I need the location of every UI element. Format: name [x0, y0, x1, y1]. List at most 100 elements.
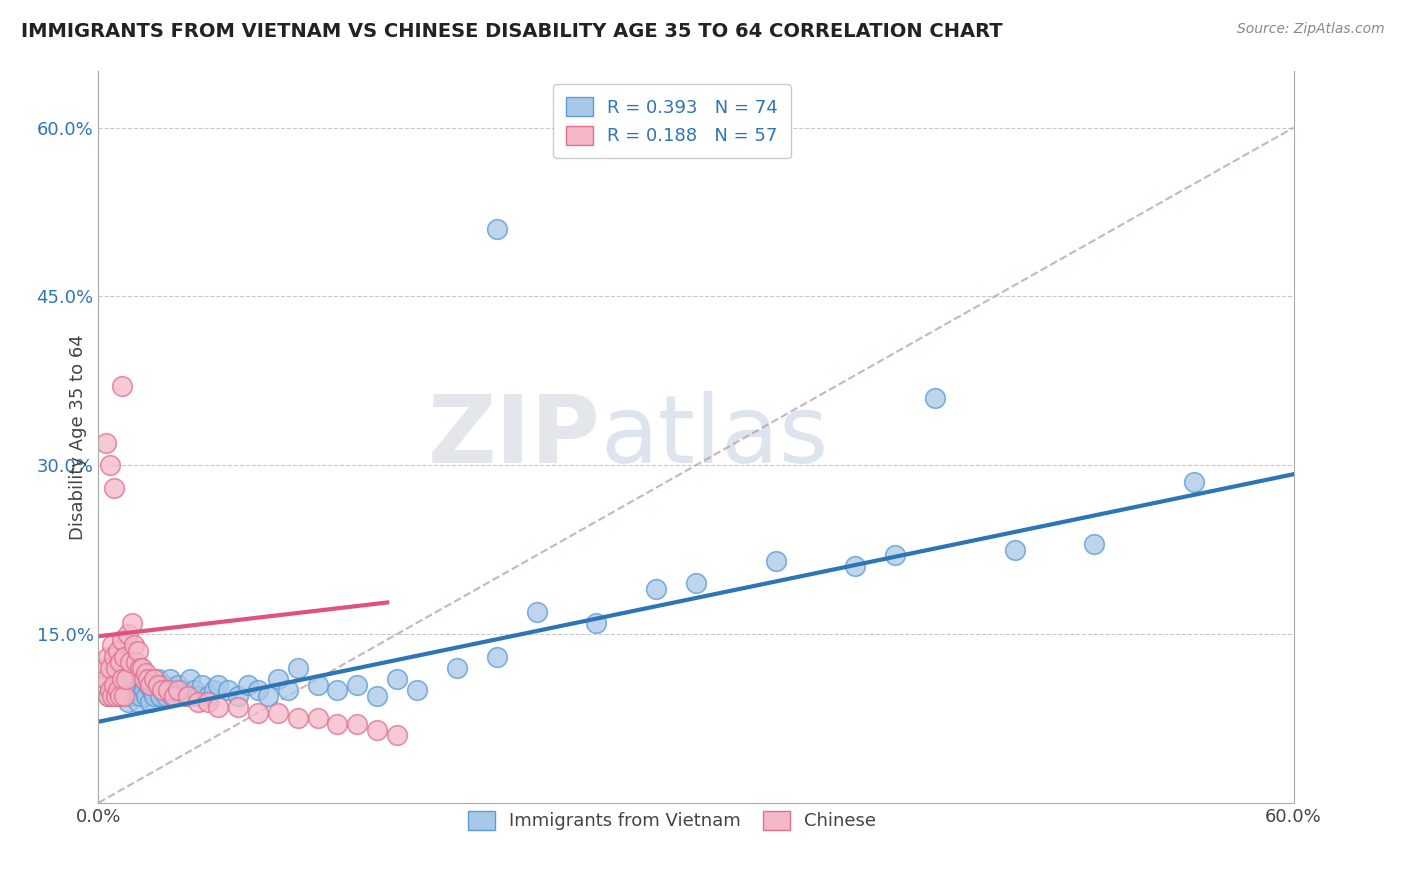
- Point: [101, 689, 124, 703]
- Point: [110, 655, 132, 669]
- Point: [685, 576, 707, 591]
- Point: [174, 689, 197, 703]
- Point: [207, 700, 229, 714]
- Point: [105, 672, 128, 686]
- Point: [121, 678, 143, 692]
- Point: [120, 655, 142, 669]
- Point: [98, 683, 122, 698]
- Point: [163, 683, 186, 698]
- Point: [112, 689, 135, 703]
- Point: [125, 655, 148, 669]
- Legend: Immigrants from Vietnam, Chinese: Immigrants from Vietnam, Chinese: [461, 804, 883, 838]
- Point: [115, 683, 138, 698]
- Point: [97, 649, 120, 664]
- Point: [267, 672, 290, 686]
- Point: [884, 548, 907, 562]
- Point: [115, 672, 138, 686]
- Point: [117, 672, 139, 686]
- Point: [103, 481, 125, 495]
- Point: [111, 672, 134, 686]
- Point: [167, 678, 190, 692]
- Point: [103, 678, 125, 692]
- Point: [406, 683, 429, 698]
- Point: [197, 694, 219, 708]
- Point: [101, 683, 124, 698]
- Point: [366, 689, 388, 703]
- Point: [326, 717, 349, 731]
- Point: [202, 683, 225, 698]
- Point: [645, 582, 668, 596]
- Point: [163, 689, 186, 703]
- Point: [127, 661, 149, 675]
- Point: [346, 717, 368, 731]
- Point: [167, 683, 190, 698]
- Point: [136, 678, 159, 692]
- Point: [179, 672, 201, 686]
- Point: [135, 689, 157, 703]
- Point: [256, 689, 278, 703]
- Point: [267, 706, 290, 720]
- Point: [150, 683, 173, 698]
- Point: [93, 661, 115, 675]
- Point: [96, 435, 118, 450]
- Text: ZIP: ZIP: [427, 391, 600, 483]
- Point: [105, 689, 128, 703]
- Point: [120, 689, 142, 703]
- Point: [246, 683, 269, 698]
- Point: [139, 694, 162, 708]
- Point: [127, 694, 149, 708]
- Point: [135, 666, 157, 681]
- Point: [129, 689, 152, 703]
- Point: [226, 689, 249, 703]
- Point: [177, 689, 200, 703]
- Point: [105, 661, 128, 675]
- Point: [385, 672, 409, 686]
- Point: [111, 678, 134, 692]
- Point: [143, 689, 166, 703]
- Point: [111, 632, 134, 647]
- Point: [1004, 542, 1026, 557]
- Point: [159, 672, 181, 686]
- Point: [97, 689, 120, 703]
- Point: [236, 678, 259, 692]
- Point: [446, 661, 468, 675]
- Point: [112, 649, 135, 664]
- Point: [134, 683, 156, 698]
- Point: [107, 683, 129, 698]
- Point: [112, 666, 135, 681]
- Point: [117, 627, 139, 641]
- Point: [143, 672, 166, 686]
- Point: [287, 661, 309, 675]
- Point: [1083, 537, 1105, 551]
- Point: [157, 683, 180, 698]
- Point: [191, 678, 214, 692]
- Point: [226, 700, 249, 714]
- Point: [121, 615, 143, 630]
- Point: [153, 678, 176, 692]
- Point: [585, 615, 607, 630]
- Point: [125, 683, 148, 698]
- Point: [346, 678, 368, 692]
- Point: [197, 689, 219, 703]
- Point: [124, 638, 146, 652]
- Point: [287, 711, 309, 725]
- Point: [110, 689, 132, 703]
- Point: [141, 683, 163, 698]
- Point: [246, 706, 269, 720]
- Point: [217, 683, 239, 698]
- Point: [129, 661, 152, 675]
- Point: [101, 638, 124, 652]
- Text: IMMIGRANTS FROM VIETNAM VS CHINESE DISABILITY AGE 35 TO 64 CORRELATION CHART: IMMIGRANTS FROM VIETNAM VS CHINESE DISAB…: [21, 22, 1002, 41]
- Point: [107, 644, 129, 658]
- Point: [277, 683, 299, 698]
- Point: [117, 694, 139, 708]
- Point: [134, 672, 156, 686]
- Point: [98, 661, 122, 675]
- Point: [187, 694, 209, 708]
- Point: [183, 683, 205, 698]
- Point: [157, 683, 180, 698]
- Point: [107, 661, 129, 675]
- Point: [96, 672, 118, 686]
- Point: [103, 678, 125, 692]
- Point: [155, 689, 177, 703]
